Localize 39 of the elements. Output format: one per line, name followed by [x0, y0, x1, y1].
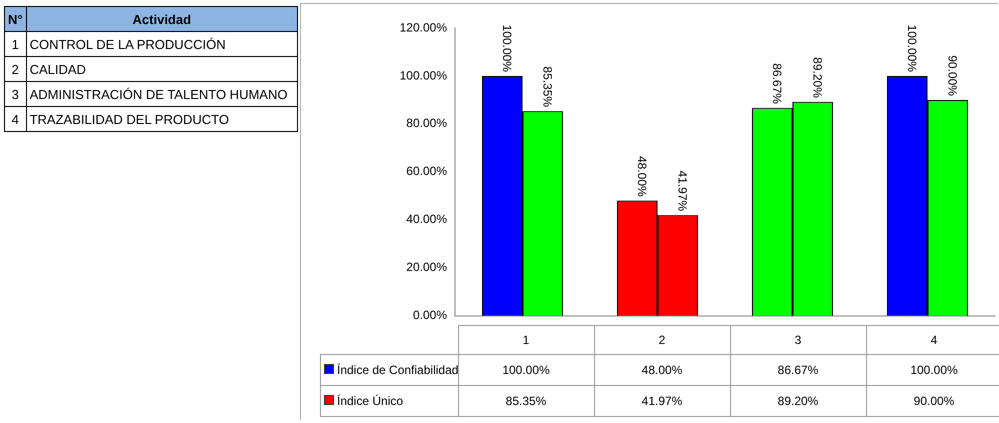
text: 89.20% [810, 57, 824, 98]
x-tick-label: 4 [866, 326, 999, 354]
x-tick-label: 1 [458, 326, 594, 354]
legend-label: Índice Único [337, 394, 404, 408]
category-label: 2 [12, 62, 19, 76]
y-tick-label: 120.00% [400, 20, 448, 34]
y-tick-label: 60.00% [406, 164, 448, 178]
legend-label: Índice de Confiabilidad [337, 363, 458, 377]
x-tick-label: 3 [730, 326, 866, 354]
data-label: 100.00% [458, 354, 594, 386]
data-label: 89.20% [730, 386, 866, 416]
text: 100.00% [904, 24, 919, 72]
text: Actividad [26, 6, 298, 32]
y-tick-label: 20.00% [406, 260, 448, 274]
y-tick-label: 80.00% [406, 116, 448, 130]
text: 48.00% [634, 156, 649, 197]
y-tick-label: 40.00% [406, 212, 448, 226]
text: 85.35% [540, 66, 554, 108]
data-label: 86.67% [730, 354, 866, 386]
x-tick-label: 2 [594, 326, 730, 354]
text: 41.97% [675, 170, 690, 212]
category-label: 4 [12, 112, 19, 126]
y-tick-label: 0.00% [412, 308, 448, 322]
text: 90.00% [945, 55, 960, 96]
data-label: 85.35% [458, 386, 594, 416]
text: N° [4, 6, 26, 32]
data-label: 100.00% [866, 354, 999, 386]
data-label: 90.00% [866, 386, 999, 416]
text: CONTROL DE LA PRODUCCIÓN [26, 32, 298, 56]
text: ADMINISTRACIÓN DE TALENTO HUMANO [26, 82, 298, 106]
data-label: 41.97% [594, 386, 730, 416]
text: TRAZABILIDAD DEL PRODUCTO [26, 106, 298, 132]
text: CALIDAD [26, 56, 298, 82]
data-label: 48.00% [594, 354, 730, 386]
category-label: 1 [12, 36, 19, 52]
text: 100.00% [500, 24, 514, 72]
category-label: 3 [12, 86, 19, 102]
text: 86.67% [770, 63, 784, 104]
y-tick-label: 100.00% [400, 68, 448, 82]
